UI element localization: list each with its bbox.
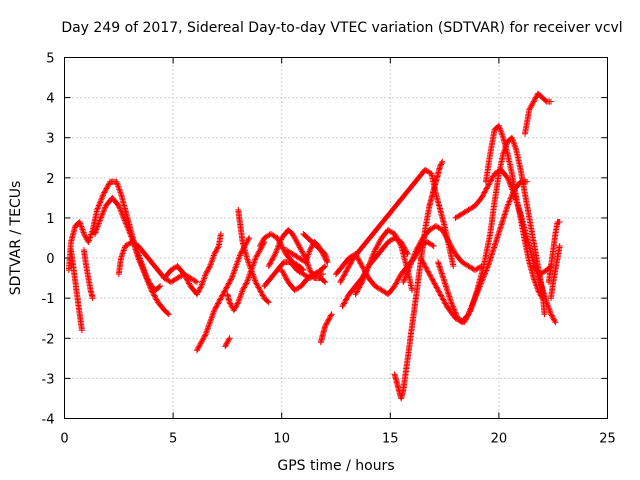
grid	[64, 57, 608, 419]
y-tick-label: 2	[46, 172, 54, 187]
y-tick-label: 3	[46, 132, 54, 147]
x-tick-label: 5	[169, 432, 177, 447]
series-arc-28	[522, 90, 554, 137]
series-arc-03	[81, 247, 96, 302]
y-tick-label: -4	[42, 413, 55, 428]
x-tick-label: 20	[491, 432, 508, 447]
series-arc-16	[300, 231, 331, 266]
y-tick-label: -3	[42, 372, 55, 387]
series-arc-22	[391, 158, 446, 402]
series-arc-26	[452, 166, 559, 326]
series-arc-02	[68, 247, 85, 334]
x-tick-label: 15	[382, 432, 399, 447]
y-tick-label: -1	[42, 292, 55, 307]
series-arc-17	[317, 311, 335, 346]
series-arc-27	[482, 122, 546, 302]
series-arc-31	[548, 243, 563, 302]
series-arc-04	[91, 194, 172, 318]
series-arc-10	[235, 206, 272, 306]
y-tick-label: 1	[46, 212, 54, 227]
series-arc-01	[65, 178, 164, 294]
series-arc-12	[265, 227, 329, 286]
data-points	[65, 90, 563, 402]
y-tick-label: -2	[42, 332, 55, 347]
x-tick-label: 10	[273, 432, 290, 447]
x-tick-label: 25	[599, 432, 616, 447]
series-arc-07	[194, 235, 253, 354]
y-tick-label: 0	[46, 252, 54, 267]
y-tick-label: 5	[46, 52, 54, 67]
y-tick-label: 4	[46, 92, 54, 107]
series-arc-14	[278, 263, 329, 294]
series-arc-30	[545, 219, 563, 286]
x-axis-label: GPS time / hours	[277, 458, 394, 474]
series-arc-06	[161, 231, 224, 298]
series-arc-08	[222, 335, 233, 350]
plot-frame	[64, 57, 608, 419]
y-axis-label: SDTVAR / TECUs	[8, 181, 24, 296]
y-tick-labels: -4 -3 -2 -1 0 1 2 3 4 5	[42, 52, 55, 428]
series-arc-23	[400, 223, 485, 286]
x-tick-label: 0	[60, 432, 68, 447]
chart-title: Day 249 of 2017, Sidereal Day-to-day VTE…	[61, 20, 622, 36]
x-tick-labels: 0 5 10 15 20 25	[60, 432, 615, 447]
